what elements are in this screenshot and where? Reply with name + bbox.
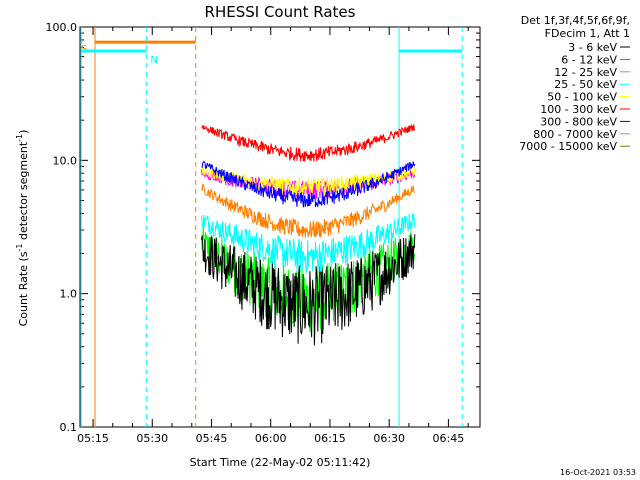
- night-label: N: [150, 55, 157, 66]
- chart-title: RHESSI Count Rates: [205, 3, 356, 21]
- x-tick-label: 05:30: [136, 432, 168, 445]
- legend-entry-label: 7000 - 15000 keV: [519, 140, 617, 153]
- legend-entry-label: 3 - 6 keV: [568, 41, 617, 54]
- generation-timestamp: 16-Oct-2021 03:53: [560, 468, 636, 477]
- legend-entry-label: 50 - 100 keV: [547, 91, 617, 104]
- series-line-50-100-kev: [201, 165, 416, 198]
- x-tick-label: 06:30: [373, 432, 405, 445]
- legend-entry-label: 12 - 25 keV: [554, 66, 617, 79]
- series-line-300-800-kev: [201, 160, 416, 208]
- y-tick-label: 10.0: [53, 154, 78, 167]
- x-tick-label: 05:45: [196, 432, 228, 445]
- series-line-25-50-kev: [201, 213, 416, 273]
- y-label-part-2: detector segment: [17, 141, 30, 243]
- series-line-3-6-kev: [201, 234, 416, 346]
- y-label-superscript-2: -1: [15, 134, 24, 142]
- y-tick-label: 0.1: [60, 421, 78, 434]
- y-tick-label: 1.0: [60, 288, 78, 301]
- x-tick-label: 06:45: [433, 432, 465, 445]
- legend-entry-label: 25 - 50 keV: [554, 78, 617, 91]
- legend-entry-label: 300 - 800 keV: [540, 115, 617, 128]
- x-axis-label: Start Time (22-May-02 05:11:42): [190, 456, 371, 469]
- y-axis-label: Count Rate (s-1 detector segment-1): [15, 130, 30, 327]
- x-tick-label: 06:00: [255, 432, 287, 445]
- series-line-100-300-kev: [201, 124, 416, 162]
- legend: Det 1f,3f,4f,5f,6f,9f, FDecim 1, Att 1 3…: [519, 14, 630, 153]
- legend-entry-label: 6 - 12 keV: [561, 53, 617, 66]
- y-label-part-3: ): [17, 130, 30, 134]
- legend-entry-label: 800 - 7000 keV: [533, 128, 617, 141]
- plot-area: 0.1 1.0 10.0 100.0 05:15 05:30 05:45 06:00 06:15…: [46, 21, 481, 445]
- series-line-800-7000-kev: [201, 183, 416, 239]
- y-label-part-1: Count Rate (s: [17, 251, 30, 326]
- legend-entry-label: 100 - 300 keV: [540, 103, 617, 116]
- y-tick-label: 100.0: [46, 21, 78, 34]
- y-label-superscript-1: -1: [15, 244, 24, 252]
- plot-frame: [79, 26, 481, 428]
- x-tick-label: 05:15: [77, 432, 109, 445]
- legend-header-line-1: Det 1f,3f,4f,5f,6f,9f,: [521, 14, 630, 27]
- x-tick-label: 06:15: [314, 432, 346, 445]
- legend-header-line-2: FDecim 1, Att 1: [545, 27, 630, 40]
